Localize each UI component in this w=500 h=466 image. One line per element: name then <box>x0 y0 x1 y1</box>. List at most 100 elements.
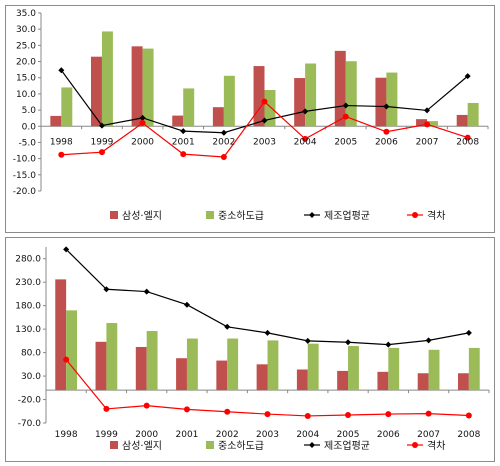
x-tick-label: 2004 <box>294 137 317 147</box>
x-tick-label: 1998 <box>50 137 73 147</box>
legend-swatch <box>206 211 214 219</box>
marker-gap <box>98 149 105 156</box>
bar-samsung-lg <box>375 77 387 127</box>
marker-gap <box>220 154 227 161</box>
top-chart: 35.0 30.0 25.0 20.0 15.0 10.0 5.0 0.0 -5.0 -10.0 -… <box>13 9 489 222</box>
bar-samsung-lg <box>55 279 67 391</box>
bottom-chart-panel: 280.0 230.0 180.0 130.0 80.0 30.0 -20.0 -70.0 19… <box>5 237 495 462</box>
bar-sme-subcontract <box>468 347 480 391</box>
legend-label: 중소하도급 <box>218 439 264 452</box>
marker-manufacturing-average <box>385 341 392 348</box>
bar-samsung-lg <box>294 78 306 127</box>
legend: 삼성·엘지 중소하도급 제조업평균 격차 <box>110 209 445 222</box>
bar-sme-subcontract <box>348 346 359 391</box>
y-tick-label: 25.0 <box>16 41 36 51</box>
marker-gap <box>302 135 309 142</box>
bar-sme-subcontract <box>183 88 195 127</box>
marker-gap <box>180 151 187 158</box>
bar-samsung-lg <box>456 114 468 127</box>
legend-label: 격차 <box>427 439 445 452</box>
x-tick-label: 2008 <box>456 137 479 147</box>
bar-samsung-lg <box>253 66 265 127</box>
x-tick-label: 2006 <box>375 137 398 147</box>
marker-gap <box>425 410 432 417</box>
marker-gap <box>143 402 150 409</box>
bottom-chart: 280.0 230.0 180.0 130.0 80.0 30.0 -20.0 -70.0 19… <box>15 246 490 452</box>
marker-manufacturing-average <box>180 128 187 135</box>
marker-manufacturing-average <box>139 114 146 121</box>
y-tick-label: 30.0 <box>16 25 36 35</box>
bar-sme-subcontract <box>146 331 158 391</box>
x-tick-label: 2001 <box>172 137 195 147</box>
bar-sme-subcontract <box>307 343 319 391</box>
y-tick-label: 280.0 <box>15 255 41 265</box>
y-tick-label: -70.0 <box>18 419 42 429</box>
bar-samsung-lg <box>176 358 187 391</box>
bar-samsung-lg <box>90 56 102 127</box>
marker-gap <box>261 98 268 105</box>
marker-manufacturing-average <box>63 246 70 253</box>
x-tick-label: 2003 <box>253 137 276 147</box>
bar-sme-subcontract <box>61 87 73 127</box>
y-tick-label: 180.0 <box>15 302 41 312</box>
marker-manufacturing-average <box>345 339 352 346</box>
marker-gap <box>63 356 70 363</box>
legend-swatch <box>110 441 118 449</box>
bar-samsung-lg <box>377 371 389 391</box>
marker-manufacturing-average <box>464 73 471 80</box>
legend-marker <box>309 442 315 448</box>
y-tick-label: 35.0 <box>16 9 36 19</box>
y-tick-label: -15.0 <box>13 171 37 181</box>
bar-samsung-lg <box>135 346 147 391</box>
marker-gap <box>345 412 352 419</box>
x-tick-label: 2007 <box>417 430 440 440</box>
marker-manufacturing-average <box>58 67 65 74</box>
x-tick-label: 2007 <box>416 137 439 147</box>
marker-manufacturing-average <box>304 337 311 344</box>
y-tick-label: 10.0 <box>16 90 36 100</box>
legend-swatch <box>110 211 118 219</box>
y-tick-label: -10.0 <box>13 155 37 165</box>
marker-gap <box>183 406 190 413</box>
marker-gap <box>383 128 390 135</box>
legend-label: 제조업평균 <box>324 439 370 452</box>
marker-gap <box>139 120 146 127</box>
bar-samsung-lg <box>296 369 308 391</box>
marker-gap <box>58 151 65 158</box>
bar-sme-subcontract <box>305 63 317 127</box>
marker-manufacturing-average <box>143 288 150 295</box>
marker-manufacturing-average <box>383 103 390 110</box>
bar-samsung-lg <box>216 360 228 391</box>
marker-gap <box>464 134 471 141</box>
legend-label: 제조업평균 <box>324 209 370 222</box>
bar-sme-subcontract <box>388 347 400 391</box>
bar-samsung-lg <box>337 370 349 391</box>
y-tick-label: 15.0 <box>16 74 36 84</box>
bar-sme-subcontract <box>142 48 154 127</box>
marker-gap <box>264 411 271 418</box>
y-tick-label: 5.0 <box>22 106 37 116</box>
top-chart-panel: 35.0 30.0 25.0 20.0 15.0 10.0 5.0 0.0 -5.0 -10.0 -… <box>5 5 495 233</box>
x-tick-label: 2006 <box>377 430 400 440</box>
marker-manufacturing-average <box>183 301 190 308</box>
bar-samsung-lg <box>334 50 346 127</box>
marker-manufacturing-average <box>465 329 472 336</box>
y-tick-label: 130.0 <box>15 325 41 335</box>
bar-samsung-lg <box>50 115 62 127</box>
x-tick-label: 2000 <box>135 430 158 440</box>
marker-gap <box>385 411 392 418</box>
x-tick-label: 2005 <box>337 430 360 440</box>
marker-manufacturing-average <box>220 129 227 136</box>
x-tick-label: 1999 <box>91 137 114 147</box>
bar-samsung-lg <box>212 107 224 127</box>
legend-marker <box>412 442 418 448</box>
bar-sme-subcontract <box>467 102 479 127</box>
marker-manufacturing-average <box>261 117 268 124</box>
bar-samsung-lg <box>417 373 429 391</box>
bar-sme-subcontract <box>66 310 78 391</box>
x-tick-label: 2005 <box>334 137 357 147</box>
y-tick-label: -20.0 <box>13 187 37 197</box>
legend-label: 삼성·엘지 <box>122 209 162 222</box>
marker-gap <box>103 405 110 412</box>
marker-gap <box>224 408 231 415</box>
